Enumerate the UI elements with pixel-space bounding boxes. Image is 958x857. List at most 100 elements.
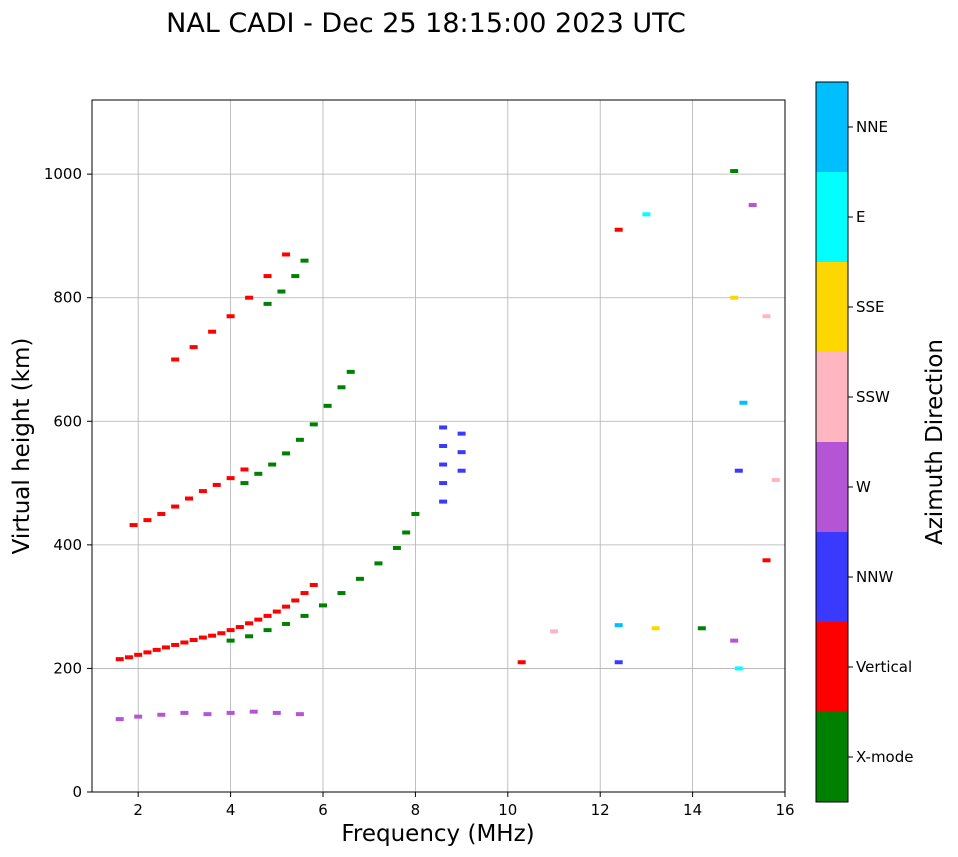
- x-tick-label: 10: [498, 801, 517, 819]
- data-point: [115, 717, 124, 722]
- series-4: [171, 252, 291, 362]
- data-point: [730, 169, 739, 174]
- y-tick-label: 600: [53, 412, 82, 430]
- data-point: [392, 545, 401, 550]
- data-point: [134, 714, 143, 719]
- y-tick-label: 800: [53, 289, 82, 307]
- data-point: [439, 425, 448, 430]
- data-point: [161, 645, 170, 650]
- y-axis-ticks: 0 200 400 600 800 1000: [44, 165, 92, 801]
- data-point: [771, 477, 780, 482]
- x-tick-label: 14: [683, 801, 702, 819]
- data-point: [309, 422, 318, 427]
- data-point: [263, 274, 272, 279]
- data-point: [762, 314, 771, 319]
- data-point: [245, 295, 254, 300]
- data-point: [439, 481, 448, 486]
- x-axis-label: Frequency (MHz): [341, 821, 534, 847]
- data-point: [517, 660, 526, 665]
- x-tick-label: 4: [226, 801, 236, 819]
- y-axis-label: Virtual height (km): [9, 338, 35, 555]
- data-point: [115, 657, 124, 662]
- data-point: [263, 301, 272, 306]
- data-point: [309, 583, 318, 588]
- series-0: [115, 583, 318, 662]
- data-point: [240, 481, 249, 486]
- y-tick-label: 0: [72, 783, 82, 801]
- data-point: [439, 499, 448, 504]
- chart-title: NAL CADI - Dec 25 18:15:00 2023 UTC: [166, 8, 686, 39]
- data-point: [203, 712, 212, 717]
- colorbar-segment: [816, 262, 848, 352]
- data-point: [355, 576, 364, 581]
- data-point: [134, 652, 143, 657]
- data-point: [235, 625, 244, 630]
- colorbar-label: Azimuth Direction: [922, 339, 948, 545]
- x-tick-label: 8: [411, 801, 421, 819]
- data-point: [730, 638, 739, 643]
- data-point: [245, 634, 254, 639]
- grid: [92, 100, 786, 793]
- series-1: [226, 511, 420, 643]
- data-point: [143, 518, 152, 523]
- plot-frame-background: [92, 100, 785, 792]
- data-point: [217, 631, 226, 636]
- data-point: [291, 598, 300, 603]
- colorbar-tick-label: SSW: [856, 388, 890, 406]
- data-point: [651, 626, 660, 631]
- data-point: [300, 258, 309, 263]
- data-point: [402, 530, 411, 535]
- data-point: [282, 621, 291, 626]
- colorbar-segment: [816, 352, 848, 442]
- colorbar-tick-label: X-mode: [856, 748, 913, 766]
- x-tick-label: 6: [318, 801, 328, 819]
- data-point: [226, 476, 235, 481]
- data-point: [300, 613, 309, 618]
- data-point: [457, 468, 466, 473]
- data-point: [734, 468, 743, 473]
- data-point: [323, 403, 332, 408]
- data-point: [272, 710, 281, 715]
- data-point: [642, 212, 651, 217]
- data-point: [614, 660, 623, 665]
- data-point: [614, 623, 623, 628]
- data-point: [157, 511, 166, 516]
- data-point: [295, 437, 304, 442]
- data-point: [300, 591, 309, 596]
- data-point: [291, 274, 300, 279]
- series-5: [263, 258, 309, 306]
- data-point: [189, 638, 198, 643]
- data-point: [171, 642, 180, 647]
- data-point: [282, 451, 291, 456]
- data-point: [263, 613, 272, 618]
- data-point: [439, 444, 448, 448]
- series-2: [129, 467, 249, 528]
- data-point: [614, 227, 623, 232]
- y-tick-label: 1000: [44, 165, 82, 183]
- data-point: [254, 617, 263, 622]
- data-point: [198, 635, 207, 640]
- colorbar-tick-label: W: [856, 478, 871, 496]
- colorbar-tick-label: NNE: [856, 118, 888, 136]
- data-point: [277, 289, 286, 294]
- data-point: [124, 655, 133, 660]
- x-tick-label: 12: [591, 801, 610, 819]
- data-point: [249, 709, 258, 714]
- data-point: [208, 329, 217, 334]
- data-marks: [115, 169, 780, 722]
- data-point: [226, 638, 235, 643]
- data-point: [337, 385, 346, 390]
- x-tick-label: 16: [775, 801, 794, 819]
- data-point: [226, 314, 235, 319]
- data-point: [550, 629, 558, 634]
- colorbar-segment: [816, 442, 848, 532]
- plot-area: 2 4 6 8 10 12 14 16 0 200 400 600 800 1000: [44, 99, 795, 819]
- data-point: [374, 561, 383, 566]
- colorbar-tick-label: NNW: [856, 568, 893, 586]
- colorbar-tick-label: Vertical: [856, 658, 912, 676]
- series-3: [240, 369, 355, 486]
- data-point: [157, 712, 166, 717]
- y-tick-label: 200: [53, 659, 82, 677]
- series-7: [439, 425, 466, 504]
